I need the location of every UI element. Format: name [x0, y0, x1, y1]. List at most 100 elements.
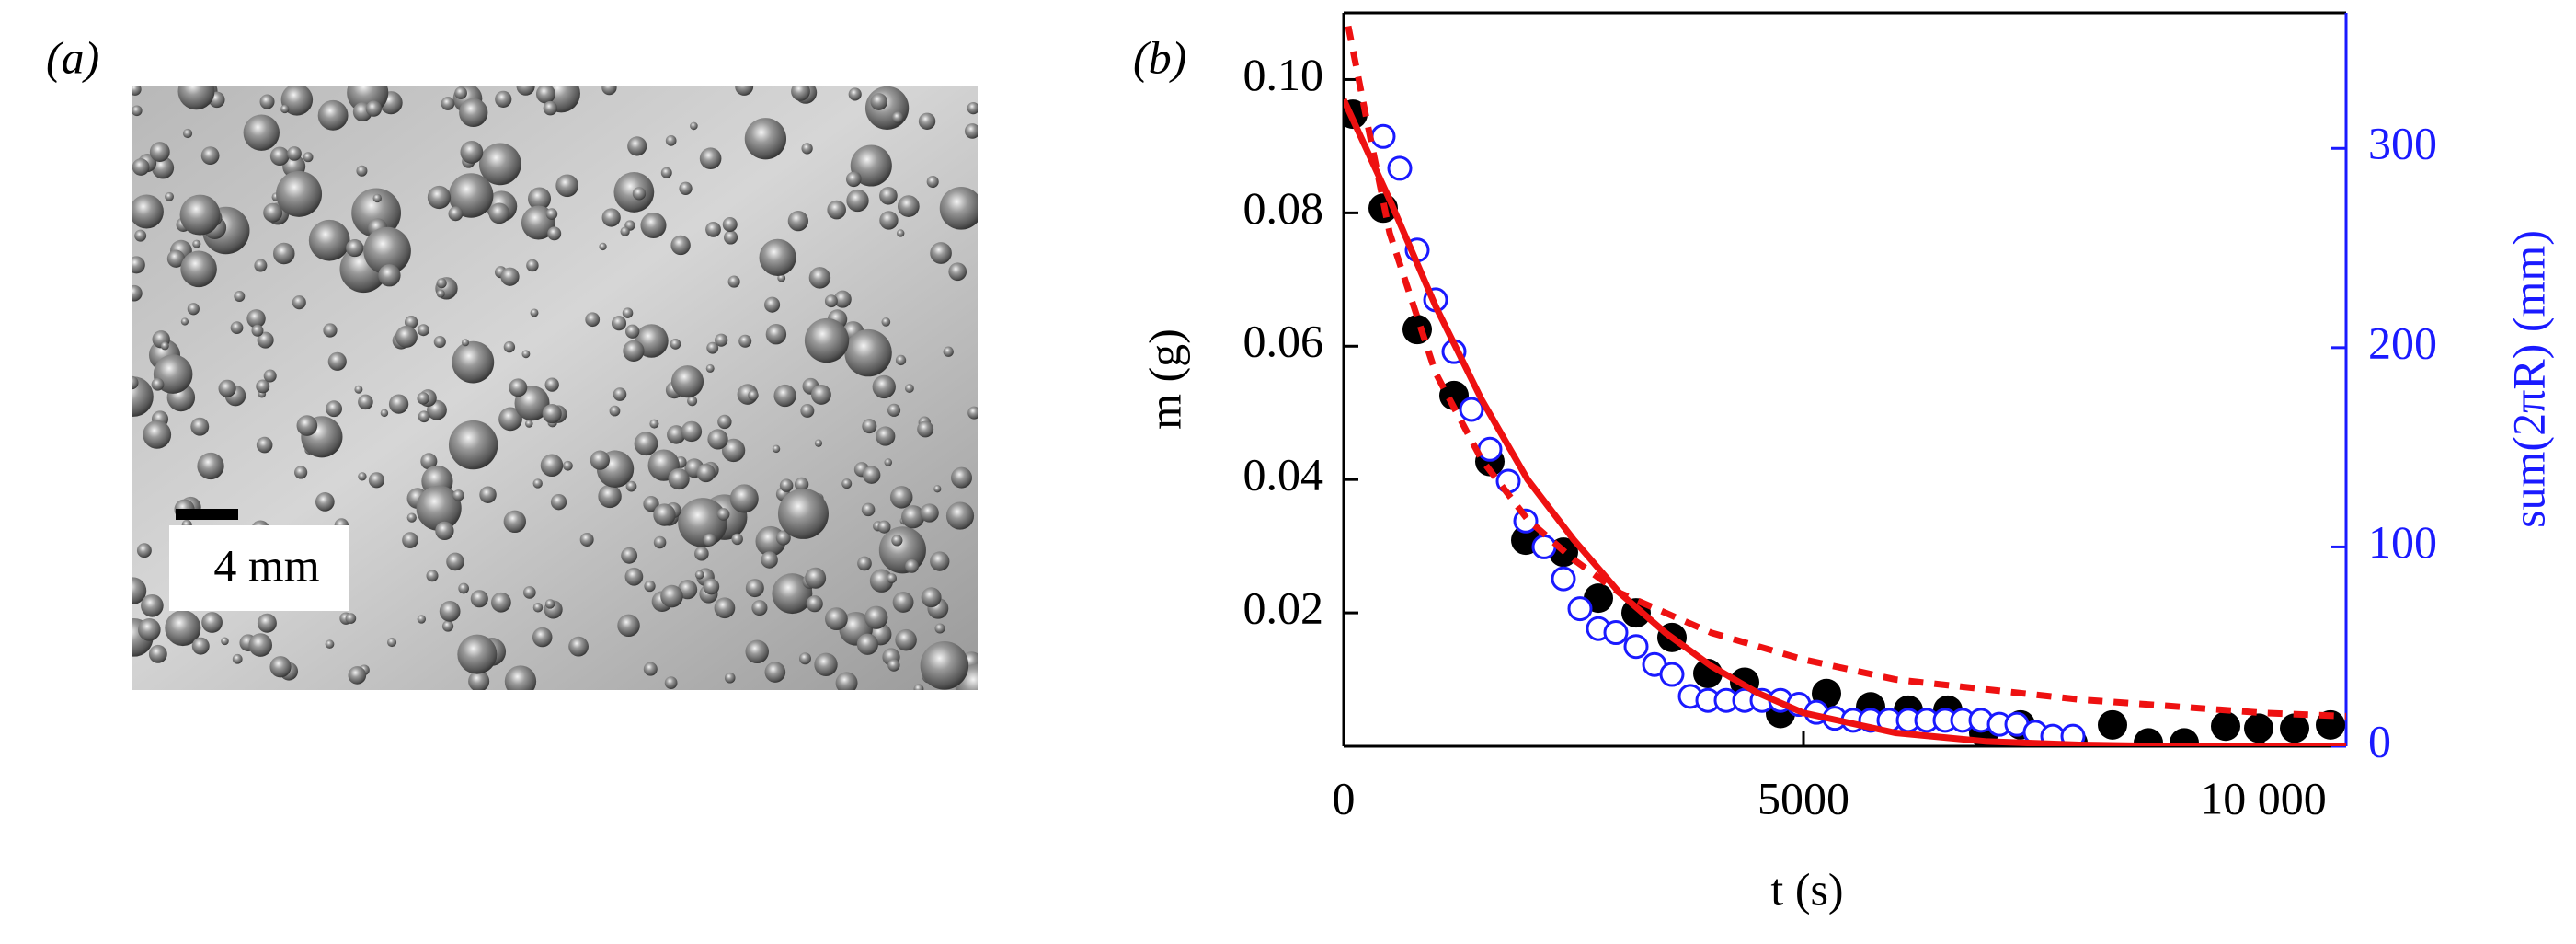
droplet	[232, 653, 243, 664]
droplet	[509, 378, 528, 397]
droplet	[132, 86, 142, 96]
droplet	[934, 623, 945, 634]
droplet	[731, 533, 743, 546]
droplet	[448, 420, 498, 470]
droplet	[503, 510, 527, 534]
droplet	[884, 458, 893, 466]
droplet	[503, 340, 516, 353]
droplet	[166, 249, 186, 268]
fit-line	[1344, 98, 2346, 746]
droplet	[446, 552, 464, 571]
droplet	[779, 478, 794, 492]
droplet	[132, 577, 147, 604]
droplet	[904, 384, 914, 394]
droplet	[269, 656, 292, 678]
droplet	[599, 242, 607, 251]
droplet	[667, 425, 686, 444]
droplet	[845, 171, 862, 188]
droplet	[798, 652, 811, 665]
droplet	[764, 662, 786, 683]
droplet	[773, 384, 796, 408]
droplet	[705, 221, 721, 237]
droplet	[664, 676, 678, 689]
droplet	[862, 419, 877, 434]
droplet	[751, 600, 768, 616]
droplet	[132, 284, 143, 302]
droplet	[459, 98, 488, 128]
droplet	[814, 652, 838, 676]
droplet	[134, 229, 147, 242]
droplet	[535, 86, 555, 104]
droplet	[878, 526, 926, 574]
droplet	[524, 420, 533, 428]
droplet	[617, 614, 640, 638]
droplet	[427, 185, 452, 210]
droplet	[810, 384, 831, 405]
droplet	[694, 546, 709, 561]
droplet	[259, 94, 275, 109]
droplet	[601, 86, 617, 96]
droplet	[287, 146, 302, 161]
droplet	[179, 194, 221, 236]
droplet	[454, 86, 467, 99]
droplet	[939, 186, 978, 230]
droplet	[660, 167, 672, 178]
droplet	[136, 543, 152, 558]
droplet	[827, 200, 846, 220]
droplet	[705, 363, 715, 373]
x-tick-label: 0	[1333, 772, 1356, 823]
panel-label: (a)	[46, 31, 99, 83]
droplet	[358, 394, 373, 410]
droplet	[887, 403, 901, 417]
droplet	[764, 296, 781, 313]
scale-bar	[176, 509, 238, 520]
droplet	[898, 195, 920, 217]
droplet	[351, 188, 401, 238]
droplet	[690, 121, 698, 131]
droplet	[292, 295, 306, 310]
droplet	[363, 226, 411, 275]
droplet	[543, 100, 558, 116]
droplet	[404, 316, 418, 329]
droplet	[806, 595, 823, 613]
droplet	[913, 684, 924, 690]
droplet	[895, 628, 917, 651]
droplet	[643, 662, 658, 676]
droplet	[545, 208, 558, 220]
fit-line	[1345, 25, 2346, 720]
droplet	[491, 592, 511, 613]
droplet	[448, 206, 464, 222]
droplet	[248, 633, 273, 657]
droplet	[177, 86, 215, 110]
droplet	[368, 472, 385, 489]
droplet	[948, 262, 967, 282]
droplet	[426, 570, 439, 582]
droplet	[889, 486, 913, 509]
droplet	[901, 505, 925, 529]
droplet	[165, 610, 201, 647]
droplet	[765, 324, 787, 345]
droplet	[544, 377, 559, 392]
droplet	[787, 211, 809, 232]
y-tick-label: 0.02	[1243, 582, 1324, 634]
droplet	[276, 170, 323, 217]
droplet	[833, 290, 852, 308]
droplet	[200, 146, 220, 166]
droplet	[609, 405, 621, 417]
droplet	[315, 492, 335, 512]
droplet	[967, 101, 978, 115]
data-point	[1402, 315, 1432, 345]
droplet	[794, 477, 809, 492]
droplet	[930, 242, 952, 264]
droplet	[527, 187, 552, 211]
droplet	[243, 114, 280, 151]
droplet	[670, 235, 691, 256]
droplet	[488, 202, 510, 224]
droplet	[132, 105, 143, 117]
droplet	[943, 346, 954, 357]
droplet	[930, 551, 950, 571]
droplet	[280, 104, 290, 114]
droplet	[495, 90, 512, 108]
droplet	[844, 328, 892, 377]
droplet	[801, 143, 813, 155]
